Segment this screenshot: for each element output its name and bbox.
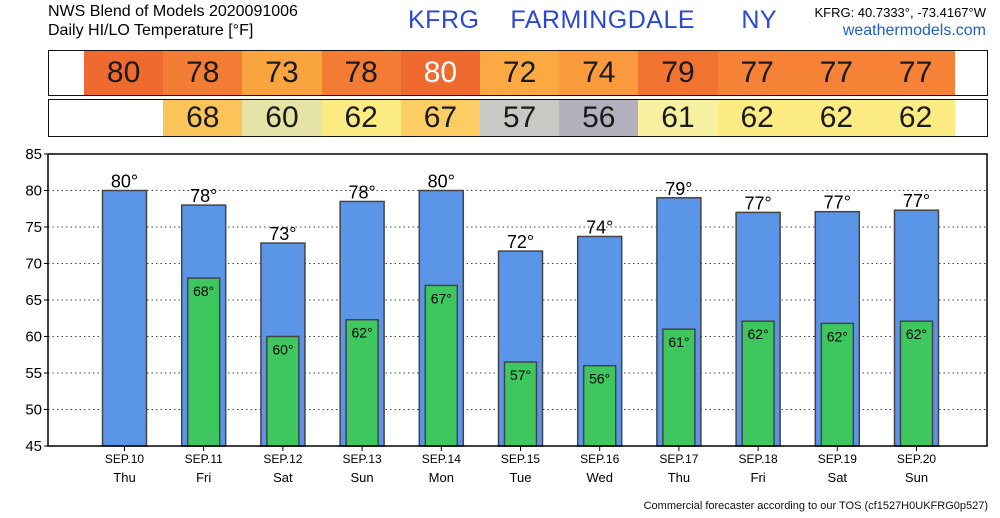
hi-data-label: 73° xyxy=(269,224,296,244)
x-tick-date: SEP.13 xyxy=(343,452,382,466)
x-tick-weekday: Sun xyxy=(351,470,374,485)
hi-cell: 74 xyxy=(559,51,639,95)
x-tick-date: SEP.12 xyxy=(263,452,302,466)
lo-bar xyxy=(899,320,934,447)
x-tick-weekday: Sat xyxy=(828,470,848,485)
y-tick-label: 55 xyxy=(25,365,42,382)
x-tick-date: SEP.16 xyxy=(580,452,619,466)
lo-cell: 56 xyxy=(559,100,639,136)
lo-data-label: 67° xyxy=(431,290,452,306)
y-tick-label: 70 xyxy=(25,256,42,273)
lo-data-label: 68° xyxy=(193,283,214,299)
x-tick-date: SEP.11 xyxy=(185,452,224,466)
lo-cell: 62 xyxy=(876,100,956,136)
site-link[interactable]: weathermodels.com xyxy=(842,22,986,39)
x-tick-weekday: Fri xyxy=(751,470,766,485)
hi-data-label: 72° xyxy=(507,232,534,252)
x-tick-weekday: Wed xyxy=(586,470,613,485)
x-tick-weekday: Mon xyxy=(429,470,454,485)
hi-data-label: 77° xyxy=(824,193,851,213)
hi-data-label: 78° xyxy=(190,186,217,206)
x-tick-date: SEP.17 xyxy=(659,452,698,466)
lo-data-label: 62° xyxy=(906,326,927,342)
x-tick-weekday: Sat xyxy=(273,470,293,485)
header-right: KFRG: 40.7333°, -73.4167°W weathermodels… xyxy=(814,4,986,40)
y-tick-label: 75 xyxy=(25,219,42,236)
lo-data-label: 62° xyxy=(827,328,848,344)
station-title: KFRG FARMINGDALE NY xyxy=(408,6,778,34)
x-tick-weekday: Thu xyxy=(113,470,135,485)
hi-data-label: 80° xyxy=(428,172,455,192)
hi-cell: 78 xyxy=(321,51,401,95)
lo-cell: 57 xyxy=(480,100,560,136)
lo-cell xyxy=(84,100,163,136)
x-tick-date: SEP.15 xyxy=(501,452,540,466)
lo-bar xyxy=(345,318,379,447)
hi-data-label: 74° xyxy=(586,217,613,237)
lo-data-label: 62° xyxy=(748,326,769,342)
lo-temperature-strip: 68 60 62 67 57 56 61 62 62 62 xyxy=(48,99,988,137)
y-tick-label: 85 xyxy=(25,146,42,163)
hi-cell: 80 xyxy=(84,51,164,95)
hi-data-label: 77° xyxy=(744,193,771,213)
y-tick-label: 45 xyxy=(25,438,42,455)
hi-cell: 72 xyxy=(480,51,560,95)
x-tick-weekday: Tue xyxy=(510,470,532,485)
x-tick-weekday: Sun xyxy=(905,470,928,485)
station-coords: KFRG: 40.7333°, -73.4167°W xyxy=(814,5,986,20)
hi-cell: 73 xyxy=(242,51,322,95)
lo-bar xyxy=(582,364,617,447)
model-title: NWS Blend of Models 2020091006 xyxy=(48,3,298,20)
x-tick-weekday: Thu xyxy=(668,470,690,485)
lo-data-label: 56° xyxy=(589,371,610,387)
x-tick-date: SEP.18 xyxy=(739,452,778,466)
hi-cell: 77 xyxy=(796,51,876,95)
hi-data-label: 77° xyxy=(903,191,930,211)
hi-cell: 80 xyxy=(400,51,480,95)
x-tick-date: SEP.20 xyxy=(897,452,936,466)
plot-frame xyxy=(47,153,988,447)
lo-cell: 62 xyxy=(717,100,797,136)
tos-footer: Commercial forecaster according to our T… xyxy=(643,500,988,512)
y-tick-label: 60 xyxy=(25,329,42,346)
hi-data-label: 79° xyxy=(665,179,692,199)
hi-bar xyxy=(101,189,148,447)
y-tick-label: 65 xyxy=(25,292,42,309)
x-tick-date: SEP.10 xyxy=(105,452,144,466)
lo-cell: 62 xyxy=(321,100,401,136)
lo-cell: 67 xyxy=(400,100,480,136)
hi-cell: 77 xyxy=(717,51,797,95)
lo-bar xyxy=(186,277,221,447)
lo-cell: 68 xyxy=(163,100,243,136)
hi-cell: 79 xyxy=(638,51,718,95)
lo-cell: 60 xyxy=(242,100,322,136)
lo-data-label: 60° xyxy=(272,342,293,358)
lo-data-label: 61° xyxy=(668,334,689,350)
hi-data-label: 80° xyxy=(111,172,138,192)
x-tick-weekday: Fri xyxy=(196,470,211,485)
header-left: NWS Blend of Models 2020091006 Daily HI/… xyxy=(48,2,298,40)
lo-data-label: 57° xyxy=(510,367,531,383)
lo-cell: 62 xyxy=(796,100,876,136)
lo-cell: 61 xyxy=(638,100,718,136)
lo-data-label: 62° xyxy=(352,325,373,341)
y-tick-label: 50 xyxy=(25,402,42,419)
x-tick-date: SEP.19 xyxy=(818,452,857,466)
hi-cell: 77 xyxy=(876,51,956,95)
lo-bar xyxy=(741,320,775,447)
lo-bar xyxy=(424,284,459,447)
hi-cell: 78 xyxy=(163,51,243,95)
y-tick-label: 80 xyxy=(25,183,42,200)
hi-data-label: 78° xyxy=(348,182,375,202)
hi-temperature-strip: 80 78 73 78 80 72 74 79 77 77 77 xyxy=(48,50,988,96)
temperature-chart: 45 50 55 60 65 70 75 80 85 80° SEP.10 Thu 78° 68° SEP.… xyxy=(25,146,988,485)
x-tick-date: SEP.14 xyxy=(422,452,461,466)
chart-subtitle: Daily HI/LO Temperature [°F] xyxy=(48,22,254,39)
